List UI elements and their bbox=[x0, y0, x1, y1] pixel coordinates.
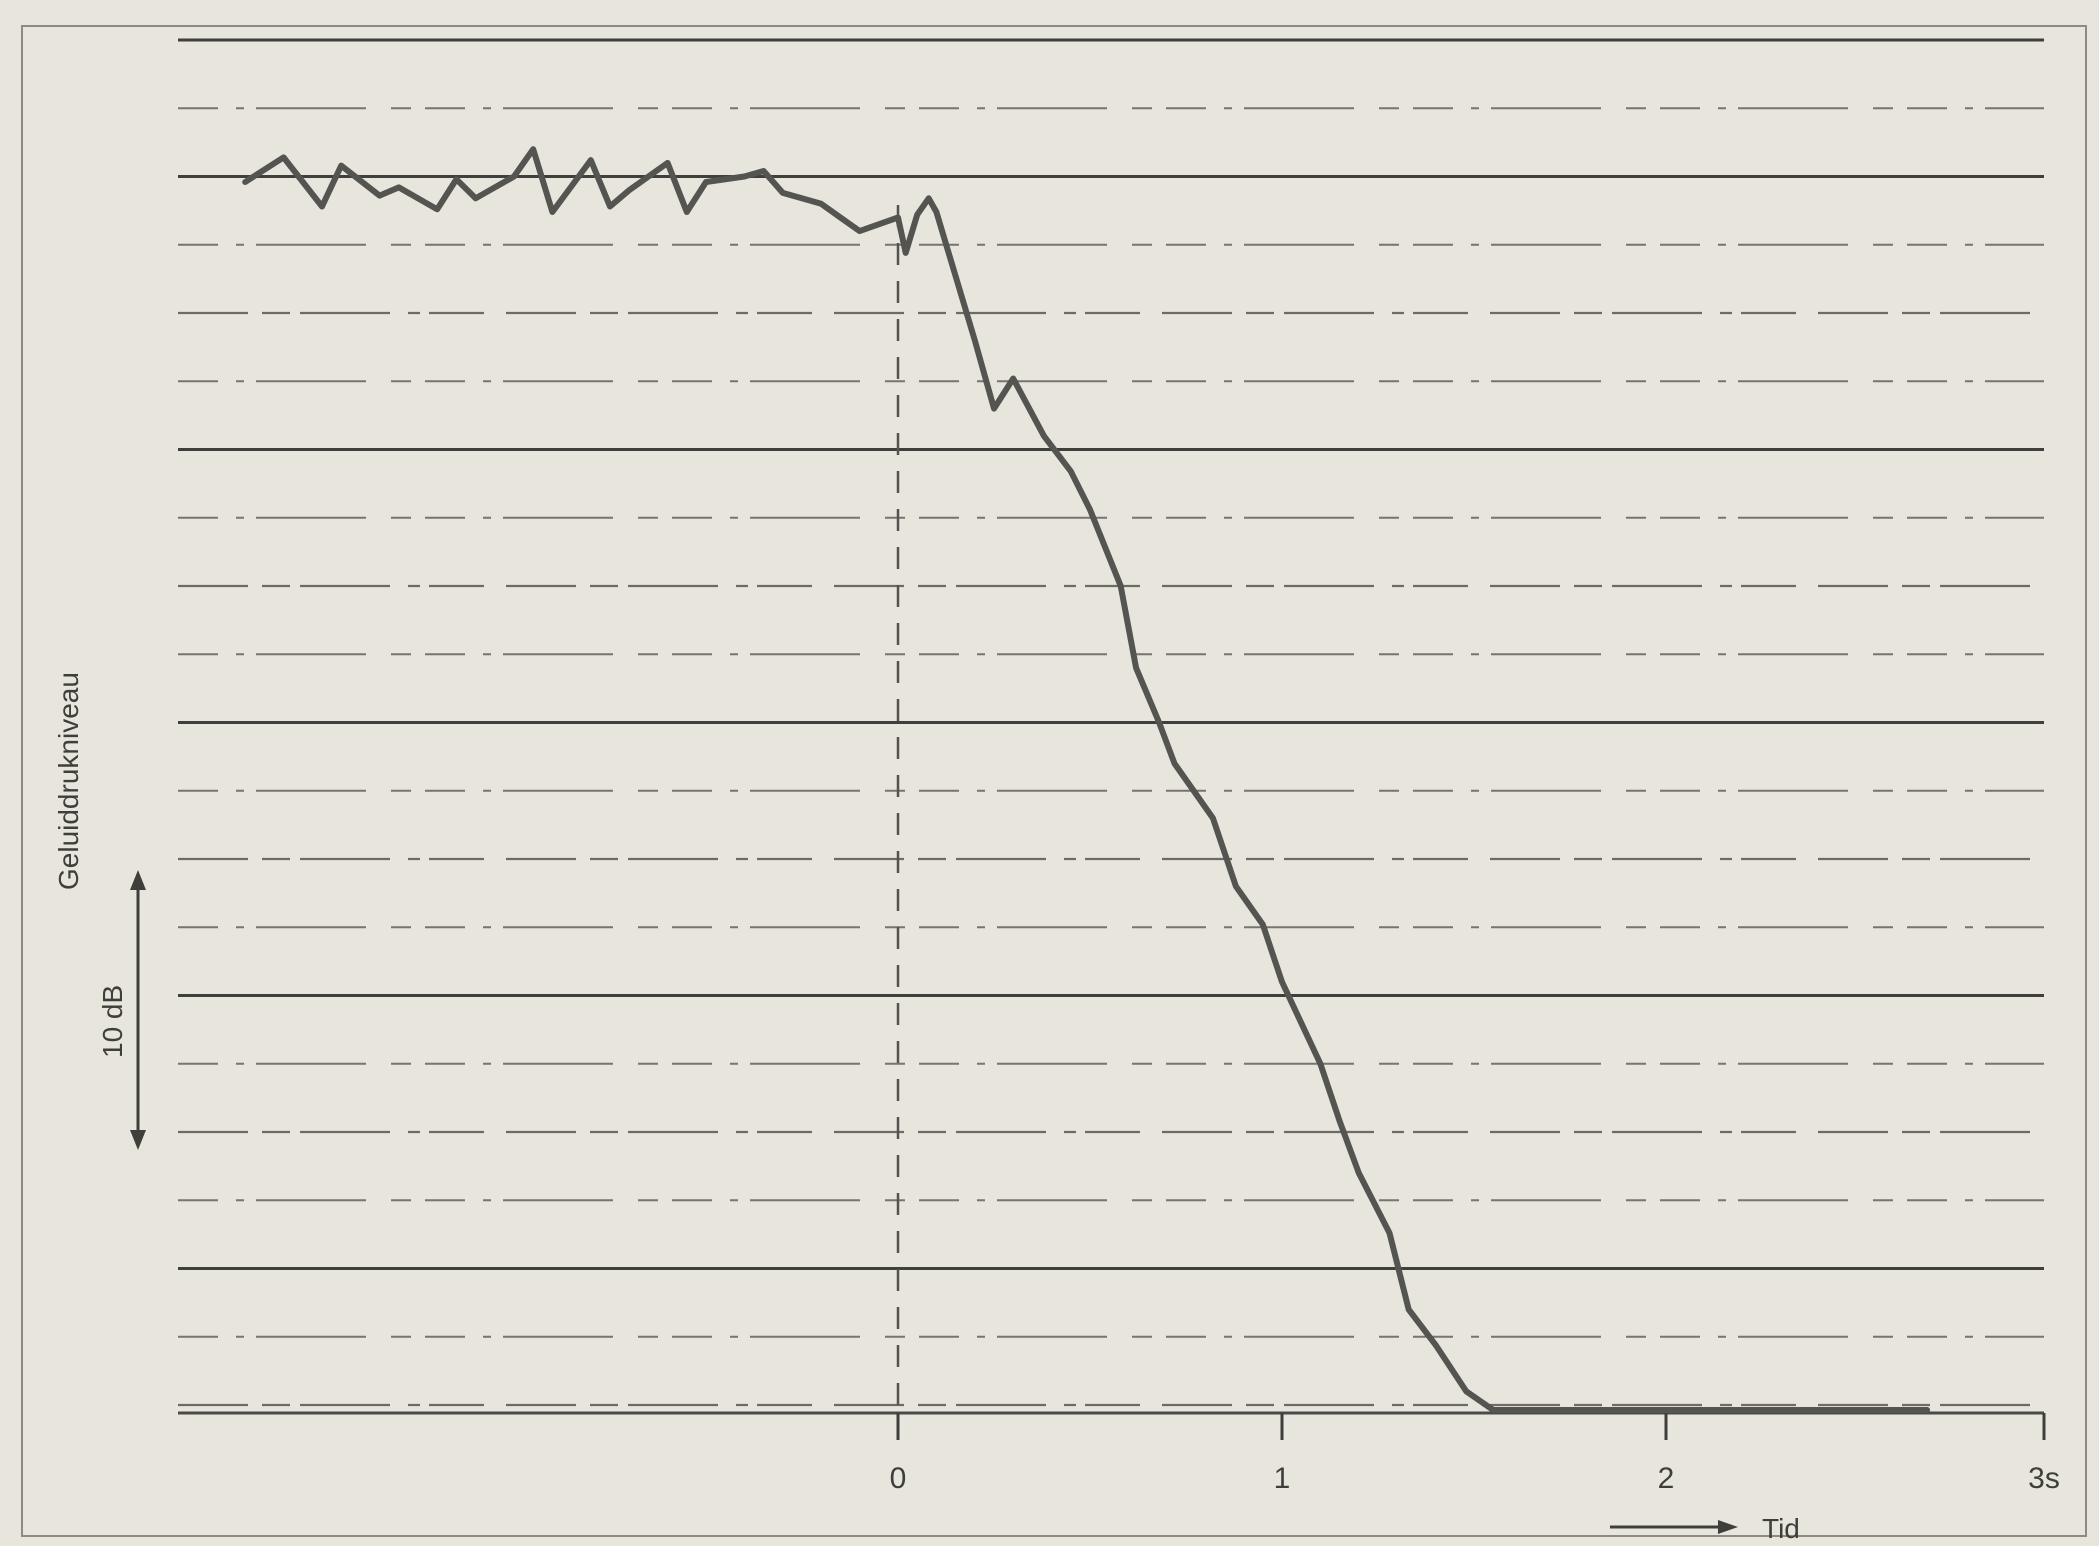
x-axis-tick-labels: 0 1 2 3s bbox=[890, 1462, 2060, 1495]
x-axis-title-arrow bbox=[1610, 1520, 1738, 1534]
x-tick-label: 3s bbox=[2028, 1462, 2060, 1495]
horizontal-gridlines bbox=[178, 38, 2044, 1407]
scale-bar-label: 10 dB bbox=[97, 985, 128, 1058]
scale-bar-10db bbox=[130, 870, 146, 1150]
x-axis-ticks bbox=[896, 1413, 2046, 1440]
figure-frame bbox=[21, 25, 2087, 1537]
x-tick-label: 2 bbox=[1658, 1462, 1675, 1495]
sound-level-decay-line bbox=[242, 146, 1931, 1413]
x-tick-label: 0 bbox=[890, 1462, 907, 1495]
x-axis-title: Tid bbox=[1762, 1513, 1800, 1544]
x-tick-label: 1 bbox=[1274, 1462, 1291, 1495]
y-axis-title: Geluiddrukniveau bbox=[53, 672, 84, 890]
